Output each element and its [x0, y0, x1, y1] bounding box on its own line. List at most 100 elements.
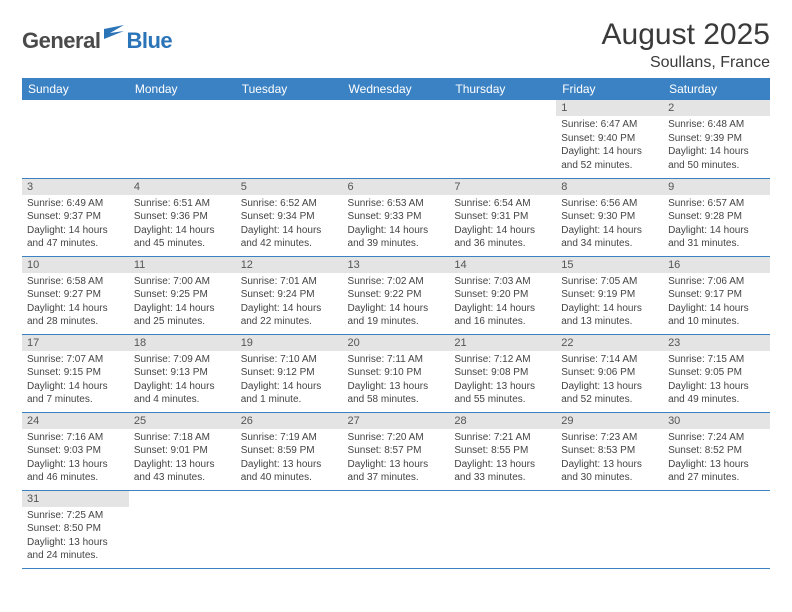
daylight-line: Daylight: 13 hours and 52 minutes.: [561, 380, 658, 407]
daylight-line: Daylight: 13 hours and 49 minutes.: [668, 380, 765, 407]
day-details: Sunrise: 6:58 AMSunset: 9:27 PMDaylight:…: [22, 273, 129, 332]
calendar-cell: 6Sunrise: 6:53 AMSunset: 9:33 PMDaylight…: [343, 178, 450, 256]
calendar-cell-empty: [129, 100, 236, 178]
sunset-line: Sunset: 9:33 PM: [348, 210, 445, 224]
calendar-table: SundayMondayTuesdayWednesdayThursdayFrid…: [22, 78, 770, 569]
weekday-header: Sunday: [22, 78, 129, 100]
calendar-cell-empty: [663, 490, 770, 568]
sunset-line: Sunset: 9:19 PM: [561, 288, 658, 302]
calendar-cell: 19Sunrise: 7:10 AMSunset: 9:12 PMDayligh…: [236, 334, 343, 412]
logo: General Blue: [22, 28, 172, 54]
day-details: Sunrise: 7:14 AMSunset: 9:06 PMDaylight:…: [556, 351, 663, 410]
daylight-line: Daylight: 14 hours and 22 minutes.: [241, 302, 338, 329]
sunset-line: Sunset: 9:37 PM: [27, 210, 124, 224]
sunrise-line: Sunrise: 7:03 AM: [454, 275, 551, 289]
daylight-line: Daylight: 14 hours and 10 minutes.: [668, 302, 765, 329]
day-number: 17: [22, 335, 129, 351]
daylight-line: Daylight: 14 hours and 42 minutes.: [241, 224, 338, 251]
daylight-line: Daylight: 13 hours and 43 minutes.: [134, 458, 231, 485]
sunrise-line: Sunrise: 7:15 AM: [668, 353, 765, 367]
calendar-cell-empty: [236, 100, 343, 178]
sunrise-line: Sunrise: 7:20 AM: [348, 431, 445, 445]
sunrise-line: Sunrise: 7:23 AM: [561, 431, 658, 445]
sunrise-line: Sunrise: 7:02 AM: [348, 275, 445, 289]
sunset-line: Sunset: 9:05 PM: [668, 366, 765, 380]
calendar-cell: 11Sunrise: 7:00 AMSunset: 9:25 PMDayligh…: [129, 256, 236, 334]
weekday-row: SundayMondayTuesdayWednesdayThursdayFrid…: [22, 78, 770, 100]
calendar-cell-empty: [556, 490, 663, 568]
sunrise-line: Sunrise: 6:47 AM: [561, 118, 658, 132]
day-details: Sunrise: 6:53 AMSunset: 9:33 PMDaylight:…: [343, 195, 450, 254]
calendar-cell: 5Sunrise: 6:52 AMSunset: 9:34 PMDaylight…: [236, 178, 343, 256]
calendar-cell: 8Sunrise: 6:56 AMSunset: 9:30 PMDaylight…: [556, 178, 663, 256]
daylight-line: Daylight: 14 hours and 36 minutes.: [454, 224, 551, 251]
daylight-line: Daylight: 14 hours and 4 minutes.: [134, 380, 231, 407]
calendar-row: 17Sunrise: 7:07 AMSunset: 9:15 PMDayligh…: [22, 334, 770, 412]
calendar-cell: 25Sunrise: 7:18 AMSunset: 9:01 PMDayligh…: [129, 412, 236, 490]
sunset-line: Sunset: 9:08 PM: [454, 366, 551, 380]
day-number: 15: [556, 257, 663, 273]
day-number: 5: [236, 179, 343, 195]
location: Soullans, France: [602, 54, 770, 72]
day-details: Sunrise: 6:49 AMSunset: 9:37 PMDaylight:…: [22, 195, 129, 254]
calendar-cell: 14Sunrise: 7:03 AMSunset: 9:20 PMDayligh…: [449, 256, 556, 334]
sunset-line: Sunset: 9:24 PM: [241, 288, 338, 302]
day-details: Sunrise: 7:01 AMSunset: 9:24 PMDaylight:…: [236, 273, 343, 332]
day-number: 21: [449, 335, 556, 351]
sunset-line: Sunset: 9:20 PM: [454, 288, 551, 302]
day-details: Sunrise: 7:05 AMSunset: 9:19 PMDaylight:…: [556, 273, 663, 332]
calendar-cell: 4Sunrise: 6:51 AMSunset: 9:36 PMDaylight…: [129, 178, 236, 256]
weekday-header: Thursday: [449, 78, 556, 100]
calendar-body: 1 Sunrise: 6:47 AMSunset: 9:40 PM Daylight…: [22, 100, 770, 568]
sunset-line: Sunset: 9:28 PM: [668, 210, 765, 224]
sunrise-line: Sunrise: 7:01 AM: [241, 275, 338, 289]
day-number: 1: [556, 100, 663, 116]
sunset-line: Sunset: 9:03 PM: [27, 444, 124, 458]
weekday-header: Tuesday: [236, 78, 343, 100]
day-number: 23: [663, 335, 770, 351]
calendar-cell-empty: [449, 490, 556, 568]
calendar-cell-empty: [343, 490, 450, 568]
flag-icon: [104, 25, 126, 46]
sunrise-line: Sunrise: 6:56 AM: [561, 197, 658, 211]
day-details: Sunrise: 7:07 AMSunset: 9:15 PMDaylight:…: [22, 351, 129, 410]
sunrise-line: Sunrise: 7:25 AM: [27, 509, 124, 523]
calendar-cell: 1Sunrise: 6:47 AMSunset: 9:40 PMDaylight…: [556, 100, 663, 178]
day-number: 2: [663, 100, 770, 116]
sunrise-line: Sunrise: 6:49 AM: [27, 197, 124, 211]
day-number: 24: [22, 413, 129, 429]
daylight-line: Daylight: 13 hours and 58 minutes.: [348, 380, 445, 407]
sunset-line: Sunset: 8:52 PM: [668, 444, 765, 458]
calendar-cell: 13Sunrise: 7:02 AMSunset: 9:22 PMDayligh…: [343, 256, 450, 334]
day-number: 31: [22, 491, 129, 507]
sunset-line: Sunset: 9:13 PM: [134, 366, 231, 380]
calendar-cell: 16Sunrise: 7:06 AMSunset: 9:17 PMDayligh…: [663, 256, 770, 334]
day-details: Sunrise: 7:20 AMSunset: 8:57 PMDaylight:…: [343, 429, 450, 488]
day-details: Sunrise: 6:48 AMSunset: 9:39 PMDaylight:…: [663, 116, 770, 175]
day-details: Sunrise: 7:03 AMSunset: 9:20 PMDaylight:…: [449, 273, 556, 332]
day-number: 16: [663, 257, 770, 273]
sunset-line: Sunset: 9:36 PM: [134, 210, 231, 224]
daylight-line: Daylight: 14 hours and 13 minutes.: [561, 302, 658, 329]
calendar-cell-empty: [236, 490, 343, 568]
weekday-header: Saturday: [663, 78, 770, 100]
calendar-cell: 2Sunrise: 6:48 AMSunset: 9:39 PMDaylight…: [663, 100, 770, 178]
sunrise-line: Sunrise: 7:16 AM: [27, 431, 124, 445]
calendar-cell: 23 Sunrise: 7:15 AMSunset: 9:05 PMDayligh…: [663, 334, 770, 412]
title-block: August 2025 Soullans, France: [602, 18, 770, 72]
calendar-cell-empty: [22, 100, 129, 178]
day-details: Sunrise: 7:02 AMSunset: 9:22 PMDaylight:…: [343, 273, 450, 332]
daylight-line: Daylight: 14 hours and 45 minutes.: [134, 224, 231, 251]
calendar-cell-empty: [449, 100, 556, 178]
daylight-line: Daylight: 13 hours and 40 minutes.: [241, 458, 338, 485]
sunset-line: Sunset: 9:12 PM: [241, 366, 338, 380]
day-number: 14: [449, 257, 556, 273]
day-number: 27: [343, 413, 450, 429]
daylight-line: Daylight: 14 hours and 39 minutes.: [348, 224, 445, 251]
daylight-line: Daylight: 13 hours and 30 minutes.: [561, 458, 658, 485]
day-number: 6: [343, 179, 450, 195]
day-number: 13: [343, 257, 450, 273]
sunset-line: Sunset: 9:40 PM: [561, 132, 658, 146]
calendar-cell: 7Sunrise: 6:54 AMSunset: 9:31 PMDaylight…: [449, 178, 556, 256]
sunset-line: Sunset: 9:10 PM: [348, 366, 445, 380]
